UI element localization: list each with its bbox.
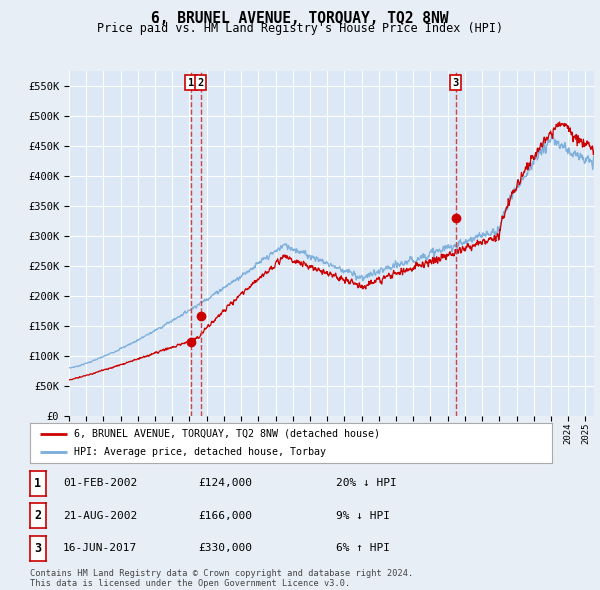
Text: 6, BRUNEL AVENUE, TORQUAY, TQ2 8NW: 6, BRUNEL AVENUE, TORQUAY, TQ2 8NW <box>151 11 449 25</box>
Text: 20% ↓ HPI: 20% ↓ HPI <box>336 478 397 488</box>
Text: 2: 2 <box>197 78 203 88</box>
Text: 2: 2 <box>34 509 41 522</box>
Text: 16-JUN-2017: 16-JUN-2017 <box>63 543 137 553</box>
Text: 01-FEB-2002: 01-FEB-2002 <box>63 478 137 488</box>
Text: £124,000: £124,000 <box>198 478 252 488</box>
Text: HPI: Average price, detached house, Torbay: HPI: Average price, detached house, Torb… <box>74 447 326 457</box>
Text: 21-AUG-2002: 21-AUG-2002 <box>63 511 137 520</box>
Text: Price paid vs. HM Land Registry's House Price Index (HPI): Price paid vs. HM Land Registry's House … <box>97 22 503 35</box>
Text: 6% ↑ HPI: 6% ↑ HPI <box>336 543 390 553</box>
Text: 3: 3 <box>34 542 41 555</box>
Text: £330,000: £330,000 <box>198 543 252 553</box>
Text: Contains HM Land Registry data © Crown copyright and database right 2024.
This d: Contains HM Land Registry data © Crown c… <box>30 569 413 588</box>
Text: 6, BRUNEL AVENUE, TORQUAY, TQ2 8NW (detached house): 6, BRUNEL AVENUE, TORQUAY, TQ2 8NW (deta… <box>74 429 380 439</box>
Text: £166,000: £166,000 <box>198 511 252 520</box>
Text: 3: 3 <box>452 78 459 88</box>
Text: 1: 1 <box>34 477 41 490</box>
Text: 9% ↓ HPI: 9% ↓ HPI <box>336 511 390 520</box>
Text: 1: 1 <box>188 78 194 88</box>
